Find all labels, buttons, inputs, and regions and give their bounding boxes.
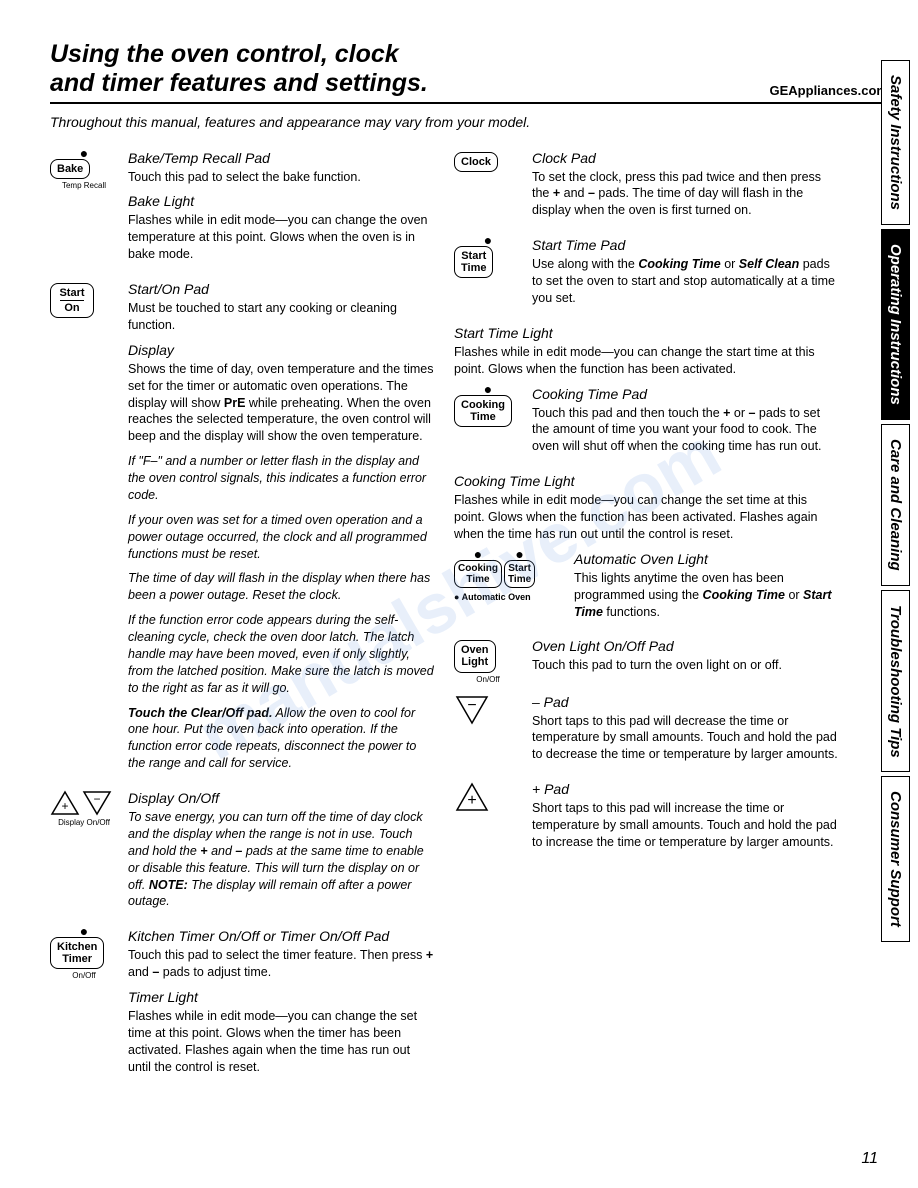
clock-text: To set the clock, press this pad twice a…: [532, 169, 838, 220]
display-onoff-section: + − Display On/Off Display On/Off To sav…: [50, 790, 434, 918]
ovenlight-title: Oven Light On/Off Pad: [532, 638, 838, 654]
clock-section: Clock Clock Pad To set the clock, press …: [454, 150, 838, 228]
tab-troubleshooting[interactable]: Troubleshooting Tips: [881, 590, 910, 773]
cooktime-pad-icon: ● CookingTime: [454, 386, 522, 464]
minus-text: Short taps to this pad will decrease the…: [532, 713, 838, 764]
ovenlight-pad-icon: OvenLight On/Off: [454, 638, 522, 683]
starttime-section: ● StartTime Start Time Pad Use along wit…: [454, 237, 838, 315]
cooktime-light-text: Flashes while in edit mode—you can chang…: [454, 492, 838, 543]
bake-light-text: Flashes while in edit mode—you can chang…: [128, 212, 434, 263]
timer-pad-icon: ● KitchenTimer On/Off: [50, 928, 118, 1083]
tab-operating[interactable]: Operating Instructions: [881, 229, 910, 420]
start-title: Start/On Pad: [128, 281, 434, 297]
ovenlight-section: OvenLight On/Off Oven Light On/Off Pad T…: [454, 638, 838, 683]
timer-text: Touch this pad to select the timer featu…: [128, 947, 434, 981]
timer-light-title: Timer Light: [128, 989, 434, 1005]
page-number: 11: [861, 1150, 878, 1168]
clock-pad-icon: Clock: [454, 150, 522, 228]
starttime-text: Use along with the Cooking Time or Self …: [532, 256, 838, 307]
right-column: Clock Clock Pad To set the clock, press …: [454, 150, 888, 1094]
page-title: Using the oven control, clock and timer …: [50, 40, 428, 98]
minus-section: − – Pad Short taps to this pad will decr…: [454, 694, 838, 772]
ovenlight-text: Touch this pad to turn the oven light on…: [532, 657, 838, 674]
start-pad-icon: Start On: [50, 281, 118, 780]
svg-text:−: −: [467, 697, 476, 714]
svg-text:+: +: [467, 792, 476, 809]
auto-text: This lights anytime the oven has been pr…: [574, 570, 838, 621]
svg-text:−: −: [93, 792, 100, 806]
cooktime-text: Touch this pad and then touch the + or –…: [532, 405, 838, 456]
display-onoff-icon: + − Display On/Off: [50, 790, 118, 918]
starttime-light-text: Flashes while in edit mode—you can chang…: [454, 344, 838, 378]
plus-title: + Pad: [532, 781, 838, 797]
plus-pad-icon: +: [454, 781, 522, 859]
page-subtitle: Throughout this manual, features and app…: [50, 114, 888, 130]
display-text: Shows the time of day, oven temperature …: [128, 361, 434, 445]
tab-safety[interactable]: Safety Instructions: [881, 60, 910, 225]
start-section: Start On Start/On Pad Must be touched to…: [50, 281, 434, 780]
display-p7: Touch the Clear/Off pad. Allow the oven …: [128, 705, 434, 773]
cooktime-light-title: Cooking Time Light: [454, 473, 838, 489]
left-column: ● Bake Temp Recall Bake/Temp Recall Pad …: [50, 150, 434, 1094]
bake-light-title: Bake Light: [128, 193, 434, 209]
tab-consumer[interactable]: Consumer Support: [881, 776, 910, 942]
bake-title: Bake/Temp Recall Pad: [128, 150, 434, 166]
site-url: GEAppliances.com: [770, 83, 888, 98]
bake-section: ● Bake Temp Recall Bake/Temp Recall Pad …: [50, 150, 434, 272]
timer-light-text: Flashes while in edit mode—you can chang…: [128, 1008, 434, 1076]
display-p6: If the function error code appears durin…: [128, 612, 434, 696]
auto-section: ●CookingTime ●StartTime ● Automatic Oven…: [454, 551, 838, 629]
starttime-light-section: Start Time Light Flashes while in edit m…: [454, 325, 838, 378]
minus-title: – Pad: [532, 694, 838, 710]
clock-title: Clock Pad: [532, 150, 838, 166]
page-header: Using the oven control, clock and timer …: [50, 40, 888, 104]
timer-section: ● KitchenTimer On/Off Kitchen Timer On/O…: [50, 928, 434, 1083]
display-p4: If your oven was set for a timed oven op…: [128, 512, 434, 563]
content-columns: ● Bake Temp Recall Bake/Temp Recall Pad …: [50, 150, 888, 1094]
starttime-light-title: Start Time Light: [454, 325, 838, 341]
side-nav-tabs: Safety Instructions Operating Instructio…: [881, 60, 910, 942]
auto-pad-icon: ●CookingTime ●StartTime ● Automatic Oven: [454, 551, 564, 629]
display-onoff-text: To save energy, you can turn off the tim…: [128, 809, 434, 910]
tab-care[interactable]: Care and Cleaning: [881, 424, 910, 586]
svg-text:+: +: [61, 799, 68, 813]
start-text: Must be touched to start any cooking or …: [128, 300, 434, 334]
cooktime-section: ● CookingTime Cooking Time Pad Touch thi…: [454, 386, 838, 464]
display-p3: If "F–" and a number or letter flash in …: [128, 453, 434, 504]
display-onoff-title: Display On/Off: [128, 790, 434, 806]
display-p5: The time of day will flash in the displa…: [128, 570, 434, 604]
cooktime-title: Cooking Time Pad: [532, 386, 838, 402]
timer-title: Kitchen Timer On/Off or Timer On/Off Pad: [128, 928, 434, 944]
bake-text: Touch this pad to select the bake functi…: [128, 169, 434, 186]
plus-text: Short taps to this pad will increase the…: [532, 800, 838, 851]
auto-title: Automatic Oven Light: [574, 551, 838, 567]
starttime-pad-icon: ● StartTime: [454, 237, 522, 315]
plus-section: + + Pad Short taps to this pad will incr…: [454, 781, 838, 859]
cooktime-light-section: Cooking Time Light Flashes while in edit…: [454, 473, 838, 543]
display-title: Display: [128, 342, 434, 358]
bake-pad-icon: ● Bake Temp Recall: [50, 150, 118, 272]
minus-pad-icon: −: [454, 694, 522, 772]
starttime-title: Start Time Pad: [532, 237, 838, 253]
